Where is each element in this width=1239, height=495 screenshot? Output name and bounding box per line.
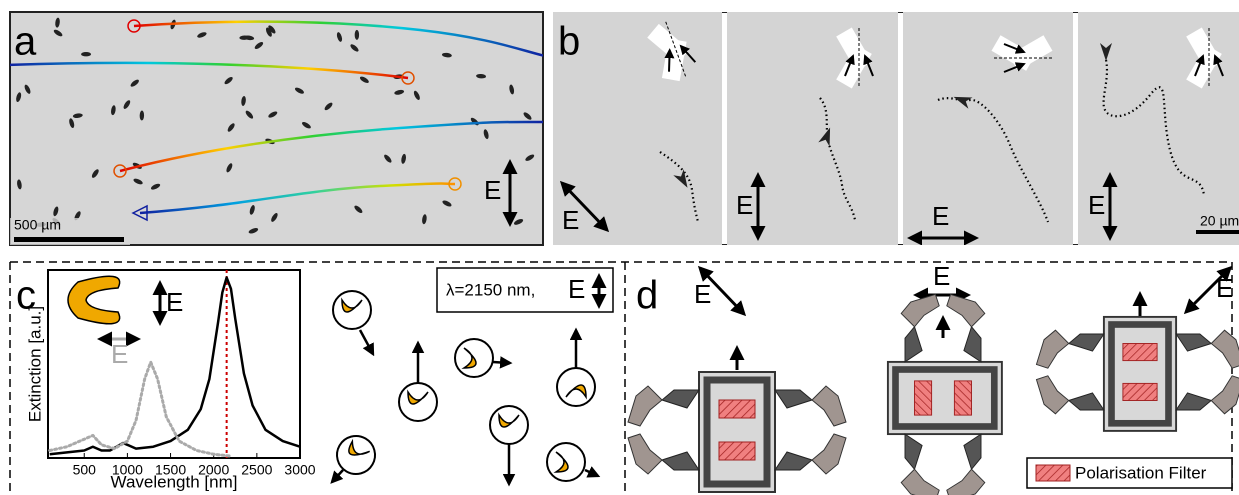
field-label: E [166,287,183,317]
field-label: E [932,201,949,231]
panel-a: a 500 µm E [8,12,545,245]
x-tick-label: 1500 [155,462,186,478]
field-label: E [933,261,950,291]
condition-text: λ=2150 nm, [446,280,535,299]
x-tick-label: 500 [73,462,97,478]
x-tick-label: 1000 [112,462,143,478]
particle-icons [330,291,598,484]
field-label: E [736,190,753,220]
x-tick-label: 3000 [284,462,315,478]
panel-label: d [636,274,658,318]
field-label: E [568,274,585,304]
scale-bar-label: 20 µm [1200,213,1239,229]
scale-bar [14,237,124,242]
x-tick-label: 2000 [198,462,229,478]
particle [81,52,91,56]
micrograph [10,12,543,245]
panel-c: c E E Extinction [a.u.] Wavelength [nm] … [16,268,613,491]
panel-b: E E E E b 20 µm [553,12,1239,245]
legend-label: Polarisation Filter [1075,463,1207,482]
crescent-icon [68,276,120,324]
panel-label: b [558,20,580,64]
field-label: E [562,205,579,235]
field-label: E [1216,273,1233,303]
panel-d: d E E E Polarisation Filter [628,261,1239,495]
field-label: E [111,339,128,369]
field-label: E [694,279,711,309]
panel-label: a [14,20,37,64]
field-label: E [1088,190,1105,220]
spectrum-line [50,362,231,456]
figure: a 500 µm E EEEE b 20 µm c E E Extinction… [0,0,1239,495]
field-label: E [484,175,501,205]
x-tick-label: 2500 [241,462,272,478]
scale-bar-label: 500 µm [14,217,61,233]
legend-swatch [1036,465,1070,481]
y-axis-title: Extinction [a.u.] [25,306,44,422]
